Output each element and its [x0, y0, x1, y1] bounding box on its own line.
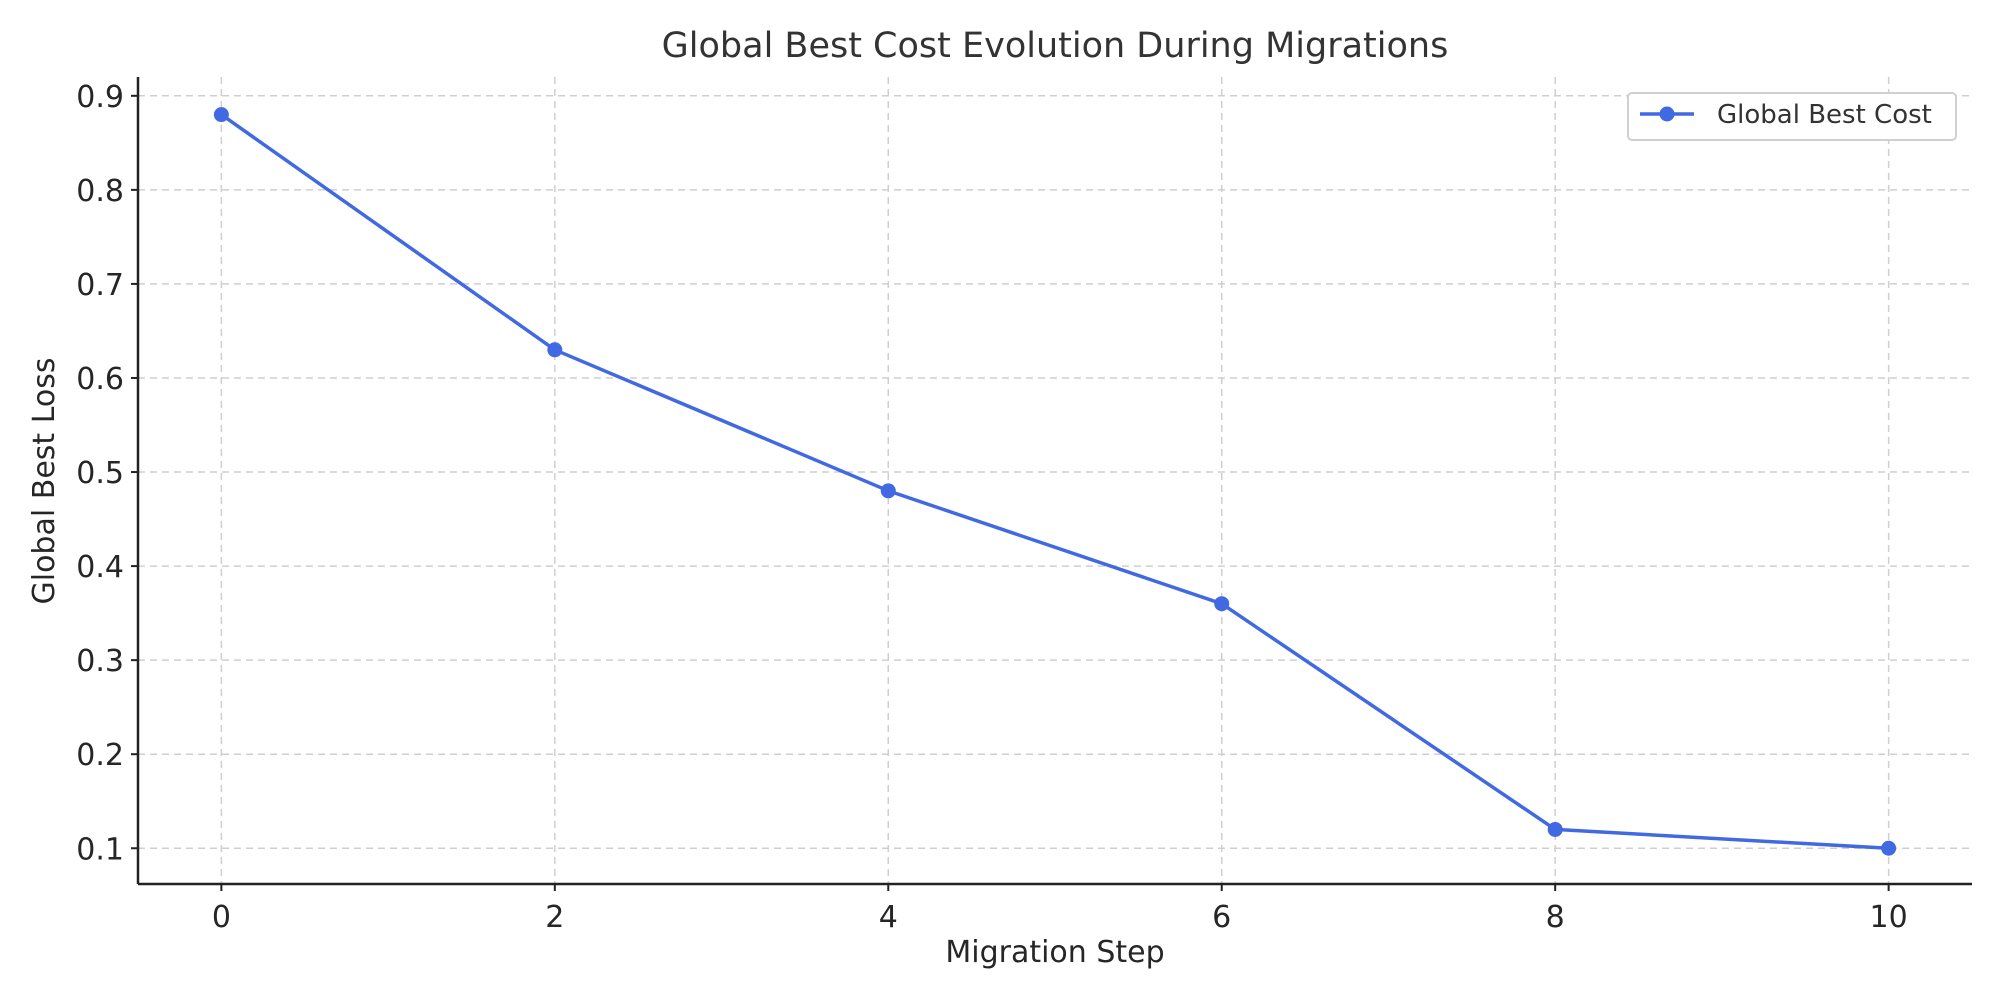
y-tick-label: 0.9 — [76, 80, 124, 115]
y-axis-label: Global Best Loss — [27, 357, 62, 604]
y-tick-label: 0.1 — [76, 832, 124, 867]
axes-layer — [136, 77, 1972, 886]
y-tick-label: 0.4 — [76, 550, 124, 585]
y-tick-label: 0.5 — [76, 456, 124, 491]
x-tick-label: 6 — [1212, 900, 1231, 935]
data-point — [1547, 821, 1563, 837]
legend: Global Best Cost — [1627, 92, 1957, 141]
x-tick-label: 0 — [212, 900, 231, 935]
legend-label: Global Best Cost — [1717, 100, 1932, 130]
legend-box — [1627, 92, 1957, 141]
data-point — [1214, 596, 1230, 612]
y-tick-label: 0.2 — [76, 738, 124, 773]
chart-title: Global Best Cost Evolution During Migrat… — [662, 26, 1449, 66]
grid-layer — [138, 77, 1972, 884]
x-tick-label: 8 — [1546, 900, 1565, 935]
series-layer — [213, 107, 1897, 856]
ticks-layer: 0 2 4 6 8 10 0.1 0.2 0.3 0.4 0.5 0.6 0.7 0.8 0.9 — [76, 80, 1907, 935]
data-point — [880, 483, 896, 499]
legend-point-marker — [1659, 106, 1675, 122]
y-tick-label: 0.8 — [76, 174, 124, 209]
x-axis-label: Migration Step — [945, 935, 1164, 970]
x-tick-label: 10 — [1870, 900, 1908, 935]
y-tick-label: 0.3 — [76, 644, 124, 679]
series-line — [220, 113, 1889, 851]
data-point — [547, 342, 563, 358]
x-tick-label: 4 — [879, 900, 898, 935]
y-tick-label: 0.6 — [76, 362, 124, 397]
data-point — [213, 107, 229, 123]
x-tick-label: 2 — [545, 900, 564, 935]
data-point — [1881, 840, 1897, 856]
y-tick-label: 0.7 — [76, 268, 124, 303]
